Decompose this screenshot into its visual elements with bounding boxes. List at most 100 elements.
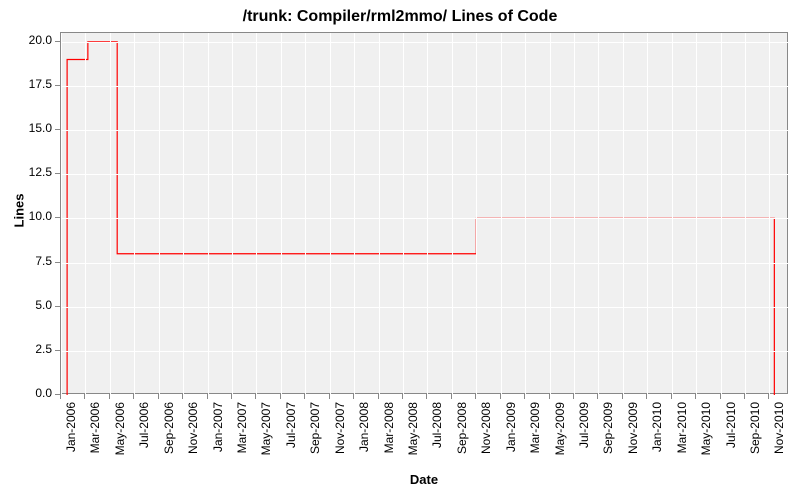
x-tick xyxy=(695,394,696,399)
grid-line xyxy=(769,33,770,395)
chart-container: /trunk: Compiler/rml2mmo/ Lines of Code … xyxy=(0,0,800,500)
x-tick-label: Sep-2008 xyxy=(455,402,469,462)
grid-line xyxy=(476,33,477,395)
x-tick xyxy=(500,394,501,399)
x-tick xyxy=(768,394,769,399)
y-tick xyxy=(55,217,60,218)
y-tick xyxy=(55,350,60,351)
x-tick-label: Jul-2010 xyxy=(724,402,738,462)
x-tick xyxy=(622,394,623,399)
x-tick xyxy=(84,394,85,399)
grid-line xyxy=(574,33,575,395)
x-tick xyxy=(402,394,403,399)
grid-line xyxy=(61,218,789,219)
grid-line xyxy=(305,33,306,395)
grid-line xyxy=(379,33,380,395)
x-tick-label: Nov-2008 xyxy=(479,402,493,462)
x-tick-label: Mar-2008 xyxy=(382,402,396,462)
x-tick-label: Jan-2009 xyxy=(504,402,518,462)
y-tick-label: 7.5 xyxy=(0,254,52,268)
y-tick-label: 12.5 xyxy=(0,165,52,179)
y-tick-label: 17.5 xyxy=(0,77,52,91)
grid-line xyxy=(61,263,789,264)
grid-line xyxy=(550,33,551,395)
x-tick-label: Jan-2010 xyxy=(650,402,664,462)
grid-line xyxy=(256,33,257,395)
grid-line xyxy=(403,33,404,395)
grid-line xyxy=(623,33,624,395)
x-tick xyxy=(475,394,476,399)
grid-line xyxy=(696,33,697,395)
x-tick xyxy=(158,394,159,399)
grid-line xyxy=(110,33,111,395)
x-tick-label: Sep-2006 xyxy=(162,402,176,462)
x-tick xyxy=(133,394,134,399)
x-tick-label: May-2010 xyxy=(699,402,713,462)
grid-line xyxy=(134,33,135,395)
y-tick xyxy=(55,262,60,263)
grid-line xyxy=(61,42,789,43)
x-tick-label: Jul-2006 xyxy=(137,402,151,462)
x-tick xyxy=(207,394,208,399)
chart-title: /trunk: Compiler/rml2mmo/ Lines of Code xyxy=(0,8,800,26)
x-tick-label: Nov-2006 xyxy=(186,402,200,462)
grid-line xyxy=(61,174,789,175)
x-tick-label: Jul-2009 xyxy=(577,402,591,462)
y-tick xyxy=(55,85,60,86)
grid-line xyxy=(183,33,184,395)
x-tick-label: Jan-2007 xyxy=(211,402,225,462)
x-tick-label: Sep-2007 xyxy=(308,402,322,462)
x-tick-label: Mar-2007 xyxy=(235,402,249,462)
grid-line xyxy=(159,33,160,395)
x-tick-label: Nov-2007 xyxy=(333,402,347,462)
x-tick xyxy=(744,394,745,399)
x-tick-label: Jul-2007 xyxy=(284,402,298,462)
x-tick-label: Jan-2008 xyxy=(357,402,371,462)
grid-line xyxy=(85,33,86,395)
grid-line xyxy=(61,351,789,352)
x-tick xyxy=(646,394,647,399)
grid-line xyxy=(281,33,282,395)
x-tick-label: May-2006 xyxy=(113,402,127,462)
x-tick xyxy=(353,394,354,399)
x-tick xyxy=(255,394,256,399)
grid-line xyxy=(647,33,648,395)
x-tick xyxy=(329,394,330,399)
grid-line xyxy=(330,33,331,395)
x-tick-label: May-2008 xyxy=(406,402,420,462)
grid-line xyxy=(61,130,789,131)
x-tick-label: Mar-2009 xyxy=(528,402,542,462)
grid-line xyxy=(672,33,673,395)
grid-line xyxy=(598,33,599,395)
y-tick xyxy=(55,306,60,307)
x-tick-label: Mar-2006 xyxy=(88,402,102,462)
x-tick xyxy=(451,394,452,399)
x-tick xyxy=(304,394,305,399)
x-tick xyxy=(60,394,61,399)
data-series-line xyxy=(61,33,789,395)
x-tick xyxy=(573,394,574,399)
y-tick xyxy=(55,41,60,42)
grid-line xyxy=(427,33,428,395)
x-tick xyxy=(524,394,525,399)
y-tick-label: 20.0 xyxy=(0,33,52,47)
grid-line xyxy=(61,307,789,308)
grid-line xyxy=(208,33,209,395)
grid-line xyxy=(745,33,746,395)
x-tick-label: Sep-2010 xyxy=(748,402,762,462)
grid-line xyxy=(721,33,722,395)
x-tick xyxy=(426,394,427,399)
grid-line xyxy=(354,33,355,395)
grid-line xyxy=(525,33,526,395)
y-tick xyxy=(55,173,60,174)
y-tick-label: 5.0 xyxy=(0,298,52,312)
x-tick-label: Jan-2006 xyxy=(64,402,78,462)
x-tick-label: Mar-2010 xyxy=(675,402,689,462)
grid-line xyxy=(232,33,233,395)
x-tick xyxy=(378,394,379,399)
x-tick xyxy=(720,394,721,399)
grid-line xyxy=(452,33,453,395)
y-tick xyxy=(55,129,60,130)
grid-line xyxy=(61,395,789,396)
x-tick-label: Jul-2008 xyxy=(430,402,444,462)
